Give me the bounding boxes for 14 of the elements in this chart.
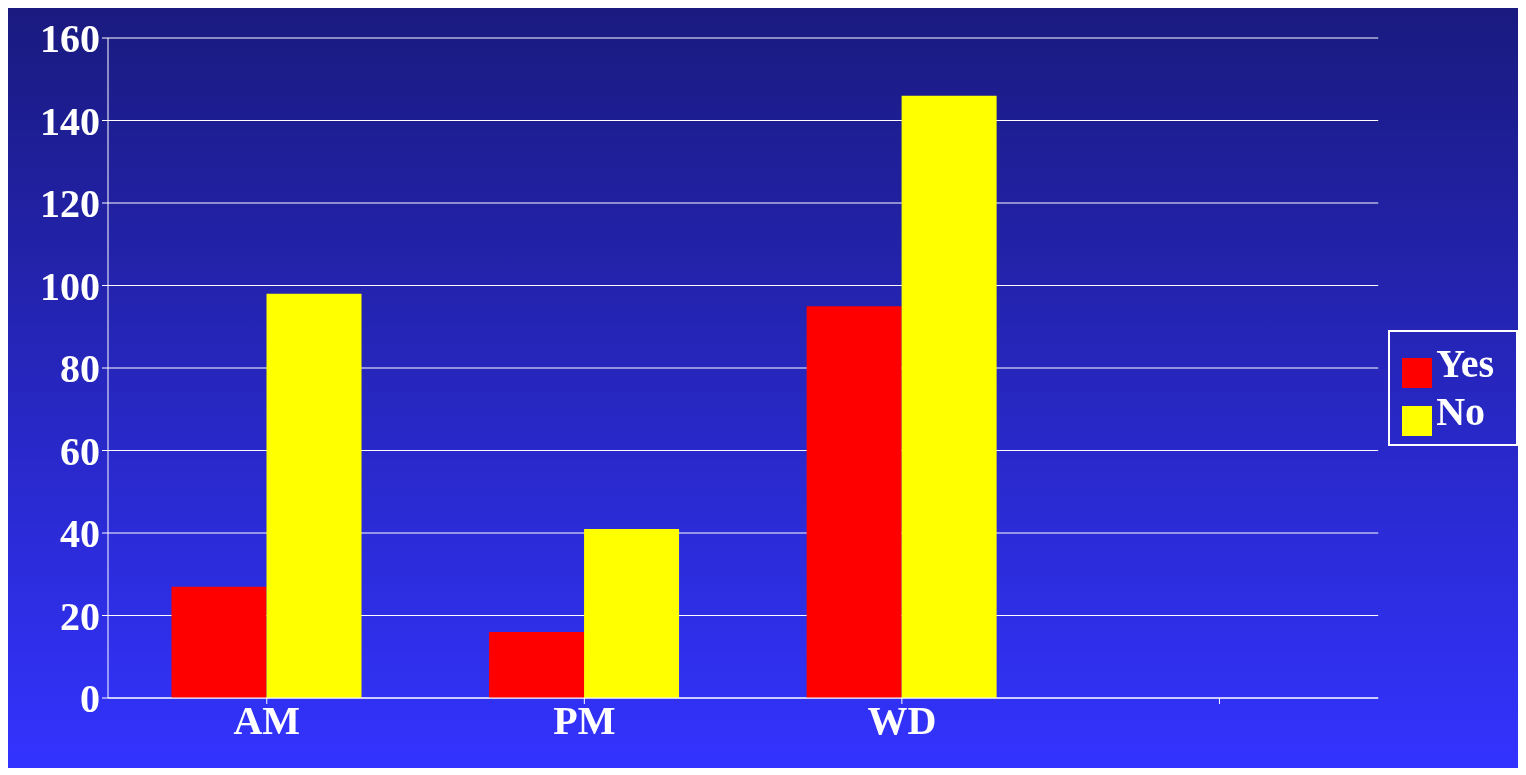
y-tick-label: 20 xyxy=(60,593,100,639)
x-tick-label: WD xyxy=(867,698,937,744)
x-tick-label: PM xyxy=(553,698,616,744)
y-tick-label: 140 xyxy=(40,98,100,144)
y-tick-label: 40 xyxy=(60,511,100,557)
x-tick-label: AM xyxy=(233,698,301,744)
y-tick-label: 100 xyxy=(40,263,100,309)
y-tick-label: 80 xyxy=(60,346,100,392)
y-tick-label: 0 xyxy=(80,676,100,722)
legend-label: No xyxy=(1436,389,1486,434)
y-tick-label: 120 xyxy=(40,181,100,227)
y-tick-label: 160 xyxy=(40,16,100,62)
y-tick-label: 60 xyxy=(60,428,100,474)
legend-label: Yes xyxy=(1436,340,1494,386)
